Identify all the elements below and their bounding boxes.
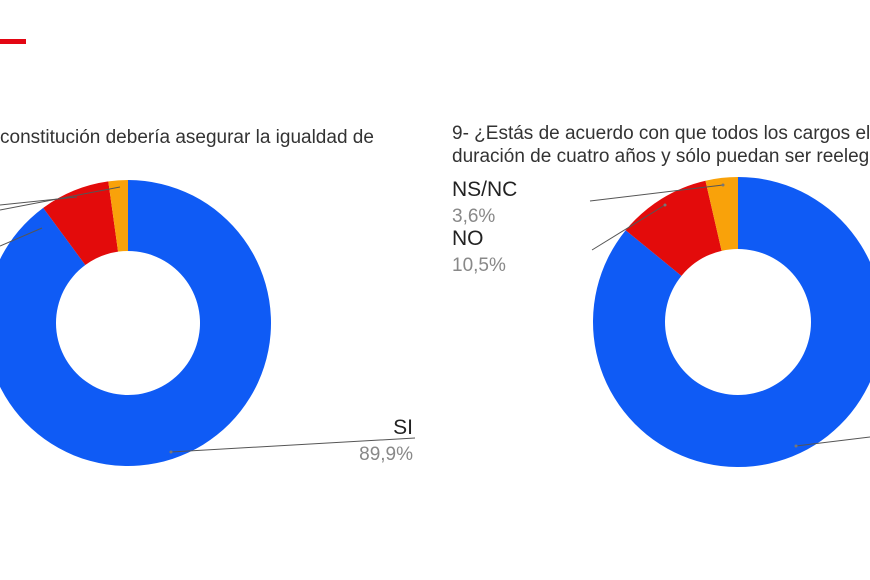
chart-2-leader-0: [795, 436, 870, 447]
chart-2-slice-0: [593, 177, 870, 467]
chart-1-leader-dot-0: [169, 450, 173, 454]
chart-2-slice-2: [705, 177, 738, 251]
chart-1-value-0: 89,9%: [359, 444, 413, 465]
chart-2-label-1: NO: [452, 227, 484, 250]
chart-1-leader-1b: [0, 227, 43, 247]
chart-1-label-0: SI: [393, 416, 413, 439]
accent-bar: [0, 39, 26, 44]
chart-1-leader-0: [170, 437, 416, 453]
chart-2-label-2: NS/NC: [452, 178, 517, 201]
chart-2-leader-dot-0: [794, 444, 798, 448]
chart-1-slice-0: [0, 180, 271, 466]
chart-2-leader-2: [589, 184, 724, 202]
chart-2-value-2: 3,6%: [452, 206, 495, 227]
chart-1-leader-1: [0, 196, 78, 206]
chart-1-slice-1: [43, 181, 119, 266]
chart-1-title: constitución debería asegurar la igualda…: [0, 127, 374, 148]
chart-2-leader-1: [591, 204, 666, 251]
chart-1-slice-2: [108, 180, 128, 252]
chart-1-leader-2: [0, 186, 121, 211]
chart-2-leader-dot-2: [721, 183, 725, 187]
chart-2-slice-1: [625, 180, 722, 276]
chart-2-value-1: 10,5%: [452, 255, 506, 276]
chart-2-title-line-2: duración de cuatro años y sólo puedan se…: [452, 146, 870, 167]
chart-2-title-line-1: 9- ¿Estás de acuerdo con que todos los c…: [452, 123, 870, 144]
chart-2-leader-dot-1: [663, 203, 667, 207]
